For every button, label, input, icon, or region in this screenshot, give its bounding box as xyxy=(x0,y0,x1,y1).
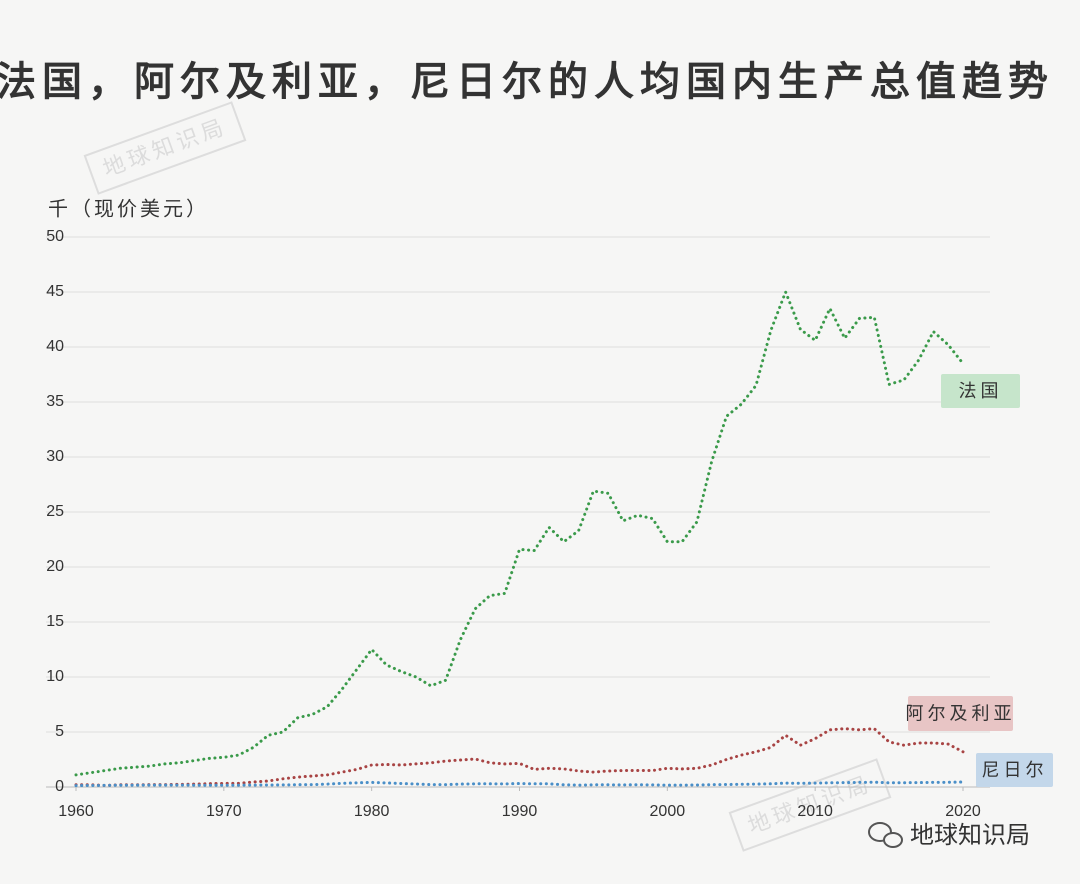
legend-label: 尼日尔 xyxy=(982,760,1048,781)
y-tick-label: 15 xyxy=(46,613,64,630)
y-tick-label: 30 xyxy=(46,448,64,465)
wechat-icon xyxy=(868,822,903,848)
legend-label: 阿尔及利亚 xyxy=(906,704,1016,725)
watermark-frame xyxy=(83,101,247,195)
series-label-box xyxy=(976,753,1053,787)
watermark-frame xyxy=(728,758,892,852)
footer: 地球知识局 xyxy=(910,821,1030,849)
y-tick-label: 10 xyxy=(46,668,64,685)
series-label-box xyxy=(941,374,1020,408)
y-tick-label: 40 xyxy=(46,338,64,355)
legend-label: 法国 xyxy=(959,381,1003,402)
x-tick-label: 2020 xyxy=(945,803,981,820)
series-label-box xyxy=(908,696,1013,731)
x-tick-label: 1990 xyxy=(502,803,538,820)
icon-bubble xyxy=(883,832,903,848)
y-tick-label: 25 xyxy=(46,503,64,520)
y-tick-label: 45 xyxy=(46,283,64,300)
y-tick-label: 35 xyxy=(46,393,64,410)
series-line xyxy=(74,727,965,787)
x-tick-label: 1980 xyxy=(354,803,390,820)
y-tick-label: 50 xyxy=(46,228,64,245)
series-line xyxy=(74,780,965,788)
x-tick-label: 1970 xyxy=(206,803,242,820)
y-tick-label: 5 xyxy=(55,723,64,740)
grid xyxy=(46,236,990,788)
chart-title: 法国，阿尔及利亚，尼日尔的人均国内生产总值趋势 xyxy=(0,59,1054,105)
y-axis-label: 千（现价美元） xyxy=(48,197,209,221)
y-tick-label: 20 xyxy=(46,558,64,575)
icon-bubble xyxy=(868,822,892,842)
y-tick-label: 0 xyxy=(55,778,64,795)
x-tick-label: 1960 xyxy=(58,803,94,820)
x-tick-label: 2010 xyxy=(797,803,833,820)
x-tick-label: 2000 xyxy=(650,803,686,820)
